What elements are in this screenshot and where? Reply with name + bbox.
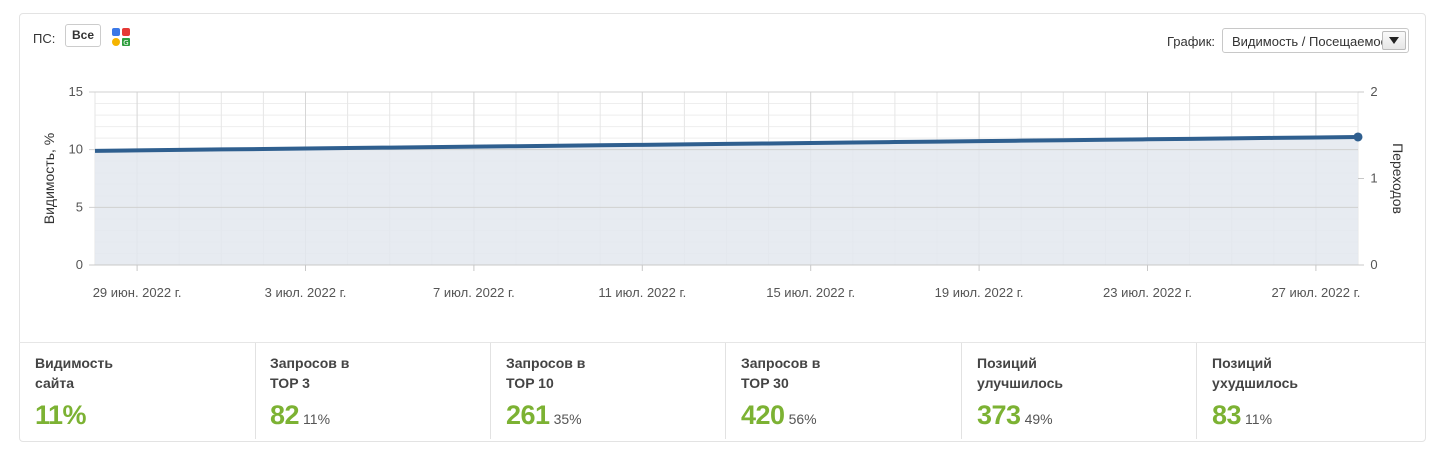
x-tick-label: 29 июн. 2022 г. [93,285,182,300]
visibility-chart: 0 5 10 15 0 1 2 29 июн. 2022 г. 3 июл. 2022 г. 7 … [41,84,1406,300]
chevron-down-icon[interactable] [1382,31,1406,50]
divider [255,343,256,439]
x-tick-label: 3 июл. 2022 г. [265,285,347,300]
data-point [1353,132,1363,142]
stat-visibility: Видимость сайта 11% [19,343,255,439]
stat-title: Запросов в TOP 30 [741,355,821,391]
stat-percent: 11% [1245,411,1273,427]
y2-tick-label: 2 [1370,84,1377,99]
stat-percent: 49% [1024,411,1053,427]
stat-top30: Запросов в TOP 30 420 56% [725,343,961,439]
x-tick-label: 7 июл. 2022 г. [433,285,515,300]
stat-value-block: 11% [35,400,90,431]
divider [490,343,491,439]
stat-value-block: 83 11% [1212,400,1272,431]
y2-axis-label: Переходов [1390,143,1406,214]
stat-top3: Запросов в TOP 3 82 11% [254,343,490,439]
x-tick-label: 19 июл. 2022 г. [935,285,1024,300]
x-tick-label: 27 июл. 2022 г. [1271,285,1360,300]
stat-value-block: 373 49% [977,400,1053,431]
stat-improved: Позиций улучшилось 373 49% [961,343,1197,439]
stat-percent: 11% [303,411,331,427]
stat-top10: Запросов в TOP 10 261 35% [490,343,726,439]
x-tick-label: 23 июл. 2022 г. [1103,285,1192,300]
stat-value-block: 420 56% [741,400,817,431]
graph-label: График: [1166,34,1215,49]
y-tick-label: 15 [69,84,83,99]
graph-select-value: Видимость / Посещаемость [1232,34,1382,49]
ps-label: ПС: [33,31,56,46]
y-tick-label: 0 [76,257,83,272]
y2-tick-label: 1 [1370,171,1377,186]
stat-value: 11% [35,400,87,430]
area-fill [95,136,1358,265]
stat-value: 373 [977,400,1021,430]
stat-title: Позиций улучшилось [977,355,1063,391]
stat-value-block: 82 11% [270,400,330,431]
x-tick-label: 11 июл. 2022 г. [598,285,686,300]
stat-title: Позиций ухудшилось [1212,355,1298,391]
search-engines-icon[interactable]: G [110,26,132,48]
stat-percent: 35% [553,411,582,427]
y-tick-label: 10 [69,142,83,157]
y2-tick-label: 0 [1370,257,1377,272]
ps-all-button[interactable]: Все [65,24,101,47]
stat-worsened: Позиций ухудшилось 83 11% [1196,343,1425,439]
y-axis-label: Видимость, % [41,133,57,225]
series-line [94,134,1359,153]
x-tick-label: 15 июл. 2022 г. [766,285,855,300]
graph-type-select[interactable]: Видимость / Посещаемость [1222,28,1409,53]
stat-value: 83 [1212,400,1242,430]
stats-row: Видимость сайта 11% Запросов в TOP 3 82 1… [19,342,1426,443]
stat-value: 420 [741,400,785,430]
stat-title: Видимость сайта [35,355,113,391]
stat-value: 82 [270,400,300,430]
divider [725,343,726,439]
stat-title: Запросов в TOP 3 [270,355,350,391]
svg-text:G: G [123,39,128,47]
stat-value: 261 [506,400,550,430]
y-tick-label: 5 [76,199,83,214]
stat-value-block: 261 35% [506,400,582,431]
divider [1196,343,1197,439]
divider [961,343,962,439]
stat-title: Запросов в TOP 10 [506,355,586,391]
stat-percent: 56% [788,411,817,427]
